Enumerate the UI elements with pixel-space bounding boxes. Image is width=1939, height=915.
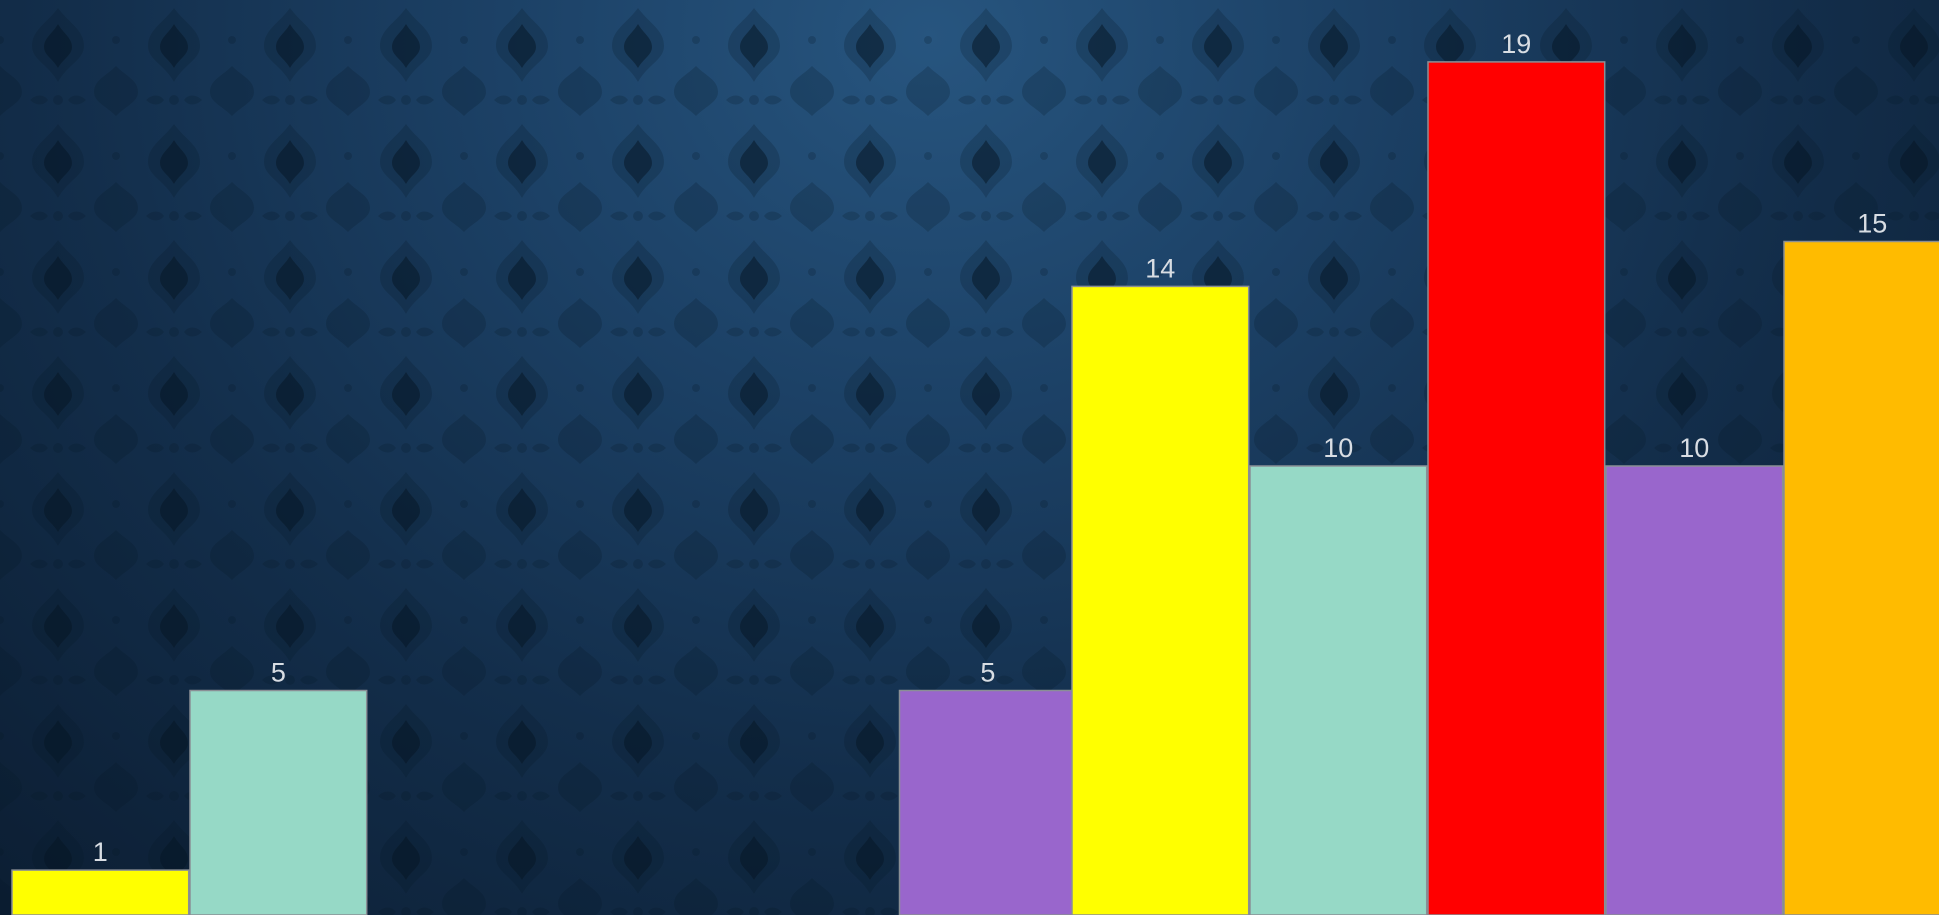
data-label-3-series-4: 10	[1679, 433, 1709, 463]
bar-3-series-2	[1249, 465, 1428, 915]
bar-3-series-4	[1605, 465, 1784, 915]
bar-3-series-1	[1071, 285, 1250, 915]
data-label-3-series-2: 10	[1323, 433, 1353, 463]
bar-3-series-3	[1427, 61, 1606, 915]
bar-3-series-5	[1783, 240, 1939, 915]
data-label-2-series-4: 5	[980, 658, 995, 688]
bar-2-series-4	[898, 689, 1077, 915]
data-label-3-series-3: 19	[1501, 29, 1531, 59]
data-label-1-series-2: 5	[271, 658, 286, 688]
bar-1-series-2	[189, 689, 368, 915]
bar-1-series-1	[11, 869, 190, 915]
data-label-3-series-5: 15	[1857, 209, 1887, 239]
data-label-3-series-1: 14	[1145, 253, 1175, 283]
data-label-1-series-1: 1	[93, 837, 108, 867]
